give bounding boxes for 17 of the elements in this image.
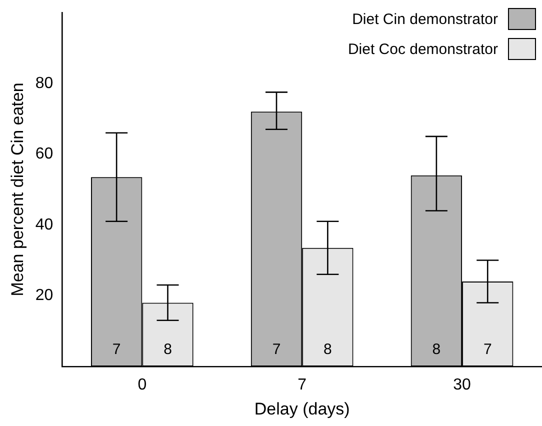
annotation: 8: [432, 340, 441, 358]
x-tick-label: 30: [453, 376, 472, 394]
y-tick-label: 40: [35, 216, 54, 234]
y-axis-title: Mean percent diet Cin eaten: [8, 82, 27, 296]
y-tick-label: 60: [35, 146, 54, 163]
annotation: 7: [483, 340, 492, 358]
annotation: 7: [112, 340, 121, 358]
y-tick-label: 80: [35, 74, 54, 92]
annotation: 8: [324, 340, 332, 358]
annotation: 8: [164, 340, 172, 358]
x-tick-label: 7: [298, 376, 307, 394]
annotation: 7: [272, 340, 281, 358]
x-axis-title: Delay (days): [254, 399, 350, 418]
y-tick-label: 20: [35, 287, 54, 304]
legend-label: Diet Coc demonstrator: [348, 40, 498, 58]
legend-label: Diet Cin demonstrator: [352, 10, 498, 28]
x-tick-label: 0: [138, 376, 147, 394]
